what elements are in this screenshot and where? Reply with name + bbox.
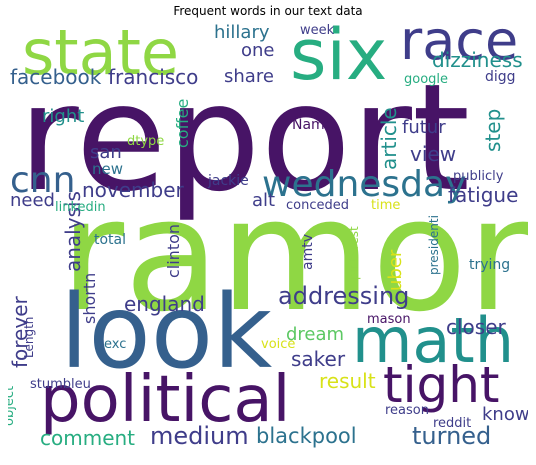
word-amtv: amtv: [300, 234, 316, 270]
word-total: total: [94, 232, 127, 248]
word-look: look: [60, 273, 273, 392]
word-turned: turned: [412, 422, 492, 450]
word-closer: closer: [446, 315, 506, 339]
word-fatigue: fatigue: [448, 183, 519, 207]
word-step: step: [481, 108, 505, 152]
word-publicly: publicly: [453, 169, 504, 184]
word-tight: tight: [383, 356, 500, 414]
word-google: google: [404, 72, 449, 87]
word-jackie: jackie: [208, 173, 249, 189]
word-comment: comment: [40, 426, 136, 450]
word-new: new: [92, 160, 124, 178]
word-reason: reason: [385, 403, 429, 418]
word-coffee: coffee: [173, 98, 192, 148]
word-cnn: cnn: [10, 160, 76, 201]
word-length: Length: [22, 316, 36, 358]
word-time: time: [371, 198, 401, 213]
word-medium: medium: [150, 422, 249, 450]
word-blackpool: blackpool: [256, 424, 357, 448]
word-week: week: [300, 23, 335, 38]
word-clinton: clinton: [164, 223, 183, 278]
word-stumbleu: stumbleu: [30, 377, 91, 392]
word-know: know: [482, 404, 528, 425]
word-uber: uber: [385, 249, 406, 291]
word-england: england: [124, 292, 205, 316]
word-november: november: [82, 178, 184, 202]
word-name: Name: [292, 117, 334, 133]
word-linkedin: linkedin: [55, 200, 106, 215]
word-right: right: [42, 106, 85, 127]
word-dream: dream: [286, 324, 345, 345]
word-one: one: [241, 40, 275, 61]
word-saker: saker: [291, 347, 346, 371]
word-view: view: [410, 142, 457, 166]
word-futur: futur: [402, 117, 446, 138]
word-trying: trying: [469, 257, 511, 273]
word-conceded: conceded: [286, 198, 349, 213]
word-political: political: [40, 363, 291, 437]
word-facebook: facebook: [10, 65, 102, 89]
word-pinterest: pinterest: [347, 226, 361, 280]
word-reddit: reddit: [433, 416, 472, 431]
word-dtype: dtype: [127, 134, 165, 149]
word-need: need: [10, 190, 55, 211]
word-mason: mason: [367, 312, 411, 327]
word-shortn: shortn: [80, 272, 99, 324]
word-object: object: [8, 385, 17, 426]
word-hillary: hillary: [214, 22, 270, 43]
word-exc: exc: [104, 337, 127, 352]
word-dizziness: dizziness: [432, 48, 523, 72]
word-francisco: francisco: [108, 65, 199, 89]
word-state: state: [22, 22, 180, 89]
word-race: race: [400, 22, 519, 72]
word-presidenti: presidenti: [427, 215, 441, 275]
word-ramone: ramone: [60, 164, 528, 346]
word-voice: voice: [261, 337, 296, 352]
word-alt: alt: [252, 190, 276, 211]
word-six: six: [290, 22, 388, 96]
word-report: report: [18, 52, 471, 224]
word-san: san: [90, 142, 122, 163]
word-digg: digg: [485, 69, 516, 85]
word-wednesday: wednesday: [262, 164, 467, 205]
word-addressing: addressing: [278, 282, 410, 310]
word-article: article: [377, 107, 401, 170]
chart-title: Frequent words in our text data: [173, 4, 363, 18]
word-share: share: [224, 66, 274, 87]
word-result: result: [319, 369, 376, 393]
word-math: math: [352, 304, 514, 377]
